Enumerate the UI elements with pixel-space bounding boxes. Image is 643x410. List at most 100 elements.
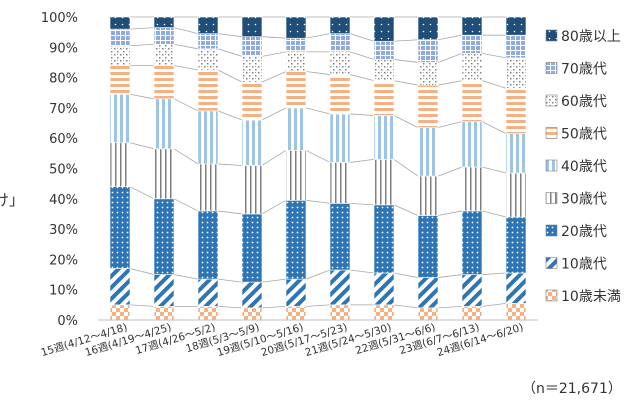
- connector-line: [261, 51, 287, 57]
- connector-line: [129, 93, 155, 100]
- legend-label: 70歳代: [561, 62, 607, 78]
- bar-segment: [197, 110, 219, 165]
- connector-line: [481, 302, 507, 307]
- bar-segment: [241, 281, 263, 309]
- bar-segment: [505, 216, 527, 274]
- connector-line: [481, 166, 507, 174]
- bar-segment: [241, 81, 263, 121]
- bar-segment: [461, 34, 483, 54]
- bar-segment: [109, 65, 131, 95]
- bar-segment: [153, 98, 175, 150]
- connector-line: [481, 80, 507, 89]
- legend: 80歳以上 70歳代 60歳代 50歳代 40歳代 30歳代 20歳代 10歳代 10歳未満: [545, 29, 621, 305]
- bar-segment: [417, 62, 439, 86]
- y-tick-label: 10%: [49, 284, 78, 299]
- bar-segment: [329, 269, 351, 306]
- connector-line: [349, 33, 375, 42]
- connector-line: [129, 268, 155, 275]
- legend-swatch: [545, 62, 558, 74]
- connector-line: [437, 274, 463, 278]
- bar-segment: [197, 33, 219, 50]
- connector-line: [217, 210, 243, 215]
- bar-segment: [461, 53, 483, 81]
- legend-swatch: [545, 159, 558, 172]
- bar-segment: [241, 56, 263, 83]
- bar-segment: [241, 119, 263, 166]
- bar-segment: [417, 277, 439, 309]
- bar-segment: [109, 186, 131, 269]
- bar-segment: [285, 150, 307, 201]
- legend-label: 50歳代: [561, 127, 607, 143]
- bar-segment: [285, 278, 307, 307]
- connector-line: [349, 269, 375, 274]
- connector-line: [481, 272, 507, 275]
- y-tick-label: 30%: [49, 223, 78, 238]
- bar-segment: [153, 306, 175, 321]
- connector-line: [481, 210, 507, 218]
- stacked-bars: [109, 16, 527, 321]
- bar-segment: [461, 274, 483, 307]
- legend-swatch: [545, 94, 558, 107]
- bar-segment: [417, 307, 439, 321]
- connector-line: [173, 43, 199, 50]
- connector-line: [129, 186, 155, 200]
- side-label: け」: [0, 191, 24, 209]
- legend-swatch: [545, 127, 558, 139]
- legend-swatch: [545, 29, 558, 42]
- connector-line: [217, 48, 243, 57]
- connector-line: [393, 80, 419, 86]
- connector-line: [217, 163, 243, 166]
- connector-line: [173, 148, 199, 165]
- bar-segment: [329, 304, 351, 321]
- connector-line: [217, 69, 243, 83]
- bar-segment: [373, 40, 395, 60]
- bar-segment: [329, 16, 351, 34]
- bar-segment: [285, 16, 307, 39]
- connector-line: [349, 202, 375, 206]
- connector-line: [393, 115, 419, 128]
- bar-segment: [373, 80, 395, 116]
- bar-segment: [417, 127, 439, 177]
- connector-line: [129, 43, 155, 47]
- connector-line: [437, 80, 463, 86]
- y-tick-label: 90%: [49, 41, 78, 56]
- x-axis: 15週(4/12～4/18)16週(4/19～4/25)17週(4/26～5/2…: [40, 319, 538, 359]
- bar-segment: [109, 268, 131, 306]
- bar-segment: [461, 210, 483, 275]
- bar-segment: [417, 84, 439, 128]
- bar-segment: [109, 28, 131, 47]
- connector-line: [481, 121, 507, 135]
- connector-line: [393, 304, 419, 309]
- connector-line: [481, 52, 507, 59]
- bar-segment: [505, 57, 527, 89]
- bar-segment: [153, 65, 175, 100]
- connector-line: [305, 149, 331, 163]
- connector-line: [393, 59, 419, 63]
- bar-segment: [153, 148, 175, 200]
- bar-segment: [197, 48, 219, 71]
- connector-line: [129, 142, 155, 150]
- bar-segment: [285, 107, 307, 151]
- bar-segment: [241, 16, 263, 37]
- connector-line: [173, 98, 199, 112]
- connector-line: [349, 51, 375, 60]
- bar-segment: [329, 162, 351, 204]
- bar-segment: [373, 159, 395, 206]
- connector-line: [173, 65, 199, 71]
- connector-line: [261, 278, 287, 283]
- connector-line: [349, 74, 375, 82]
- bar-segment: [505, 172, 527, 218]
- y-tick-label: 40%: [49, 193, 78, 208]
- bar-segment: [329, 74, 351, 115]
- legend-swatch: [545, 289, 558, 302]
- bar-segment: [197, 306, 219, 321]
- y-axis: 0% 10% 20% 30% 40% 50% 60% 70% 80% 90% 100%: [41, 11, 78, 329]
- connector-line: [129, 27, 155, 30]
- bar-segment: [417, 175, 439, 216]
- connector-line: [437, 121, 463, 128]
- bar-segment: [241, 307, 263, 321]
- bar-segment: [373, 272, 395, 306]
- bar-segment: [153, 16, 175, 28]
- connector-line: [305, 107, 331, 115]
- y-tick-label: 70%: [49, 102, 78, 117]
